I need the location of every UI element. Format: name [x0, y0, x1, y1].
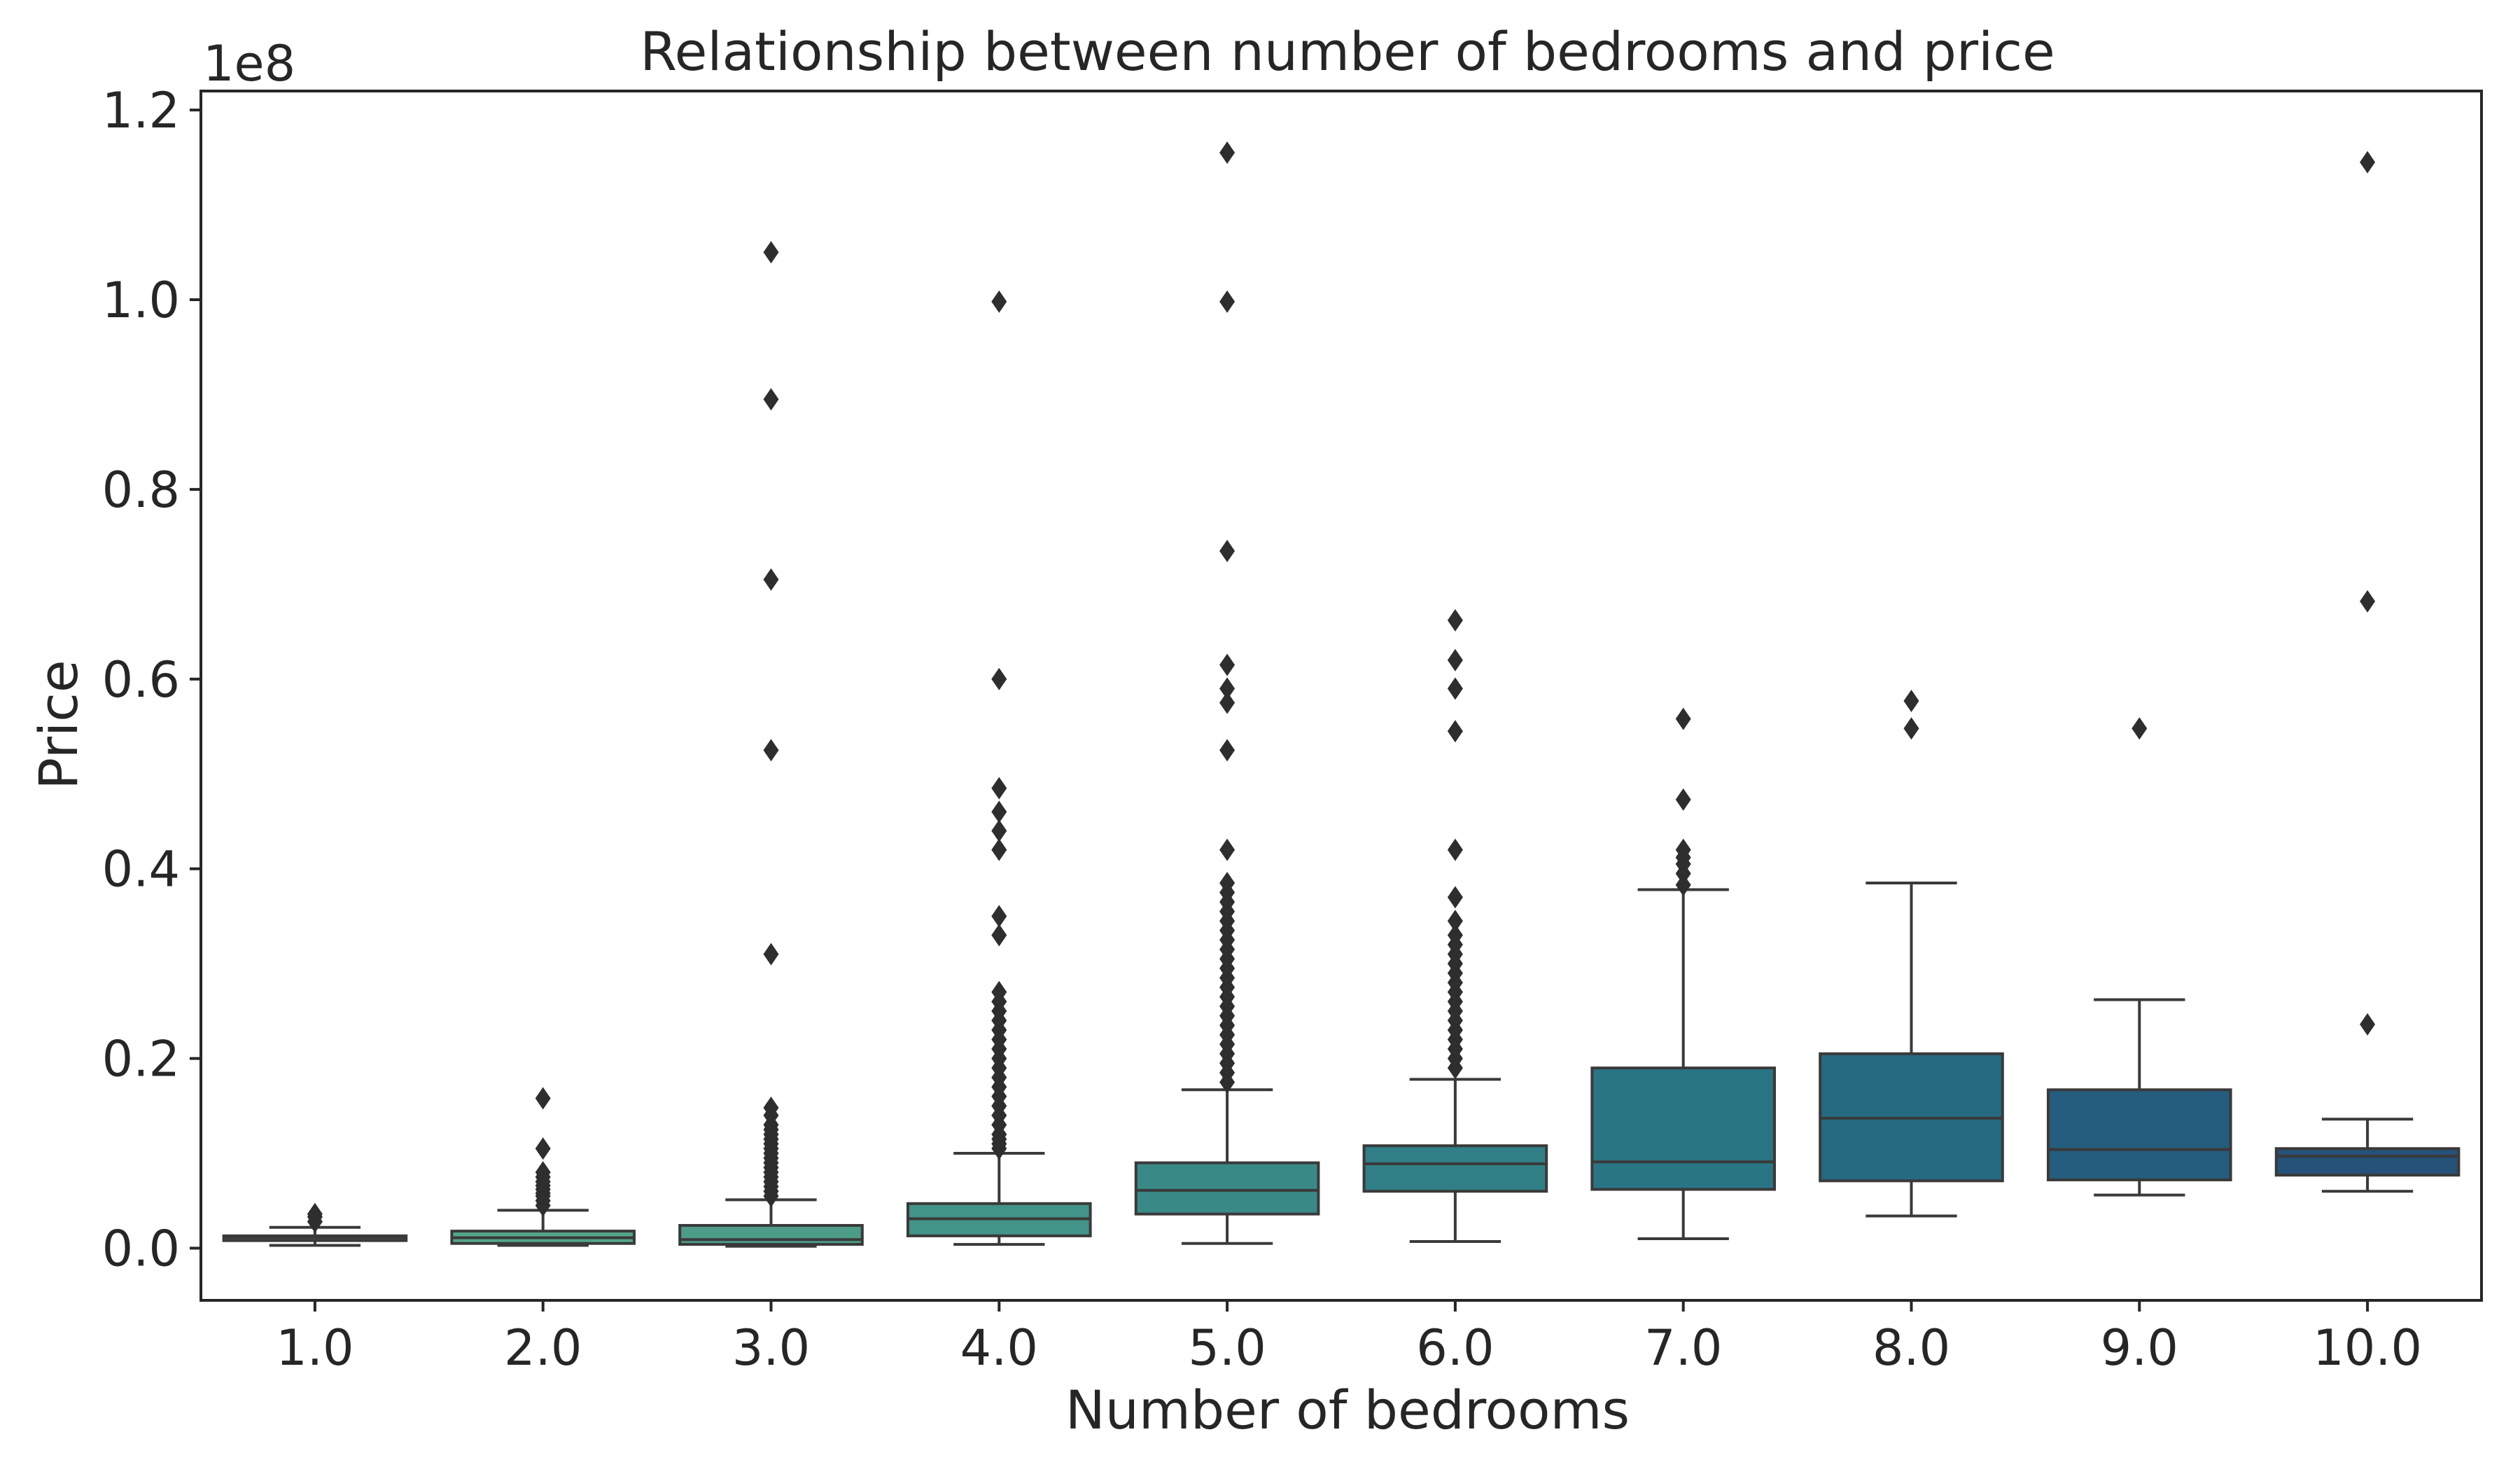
- outlier-point: [535, 1137, 551, 1160]
- outlier-point: [1675, 838, 1691, 861]
- outlier-point: [763, 388, 779, 411]
- x-tick-label: 2.0: [504, 1319, 582, 1377]
- y-tick-label: 0.0: [102, 1221, 180, 1278]
- outlier-point: [1219, 872, 1236, 895]
- outlier-point: [1447, 609, 1463, 632]
- outlier-point: [991, 980, 1007, 1003]
- outlier-point: [1675, 788, 1691, 811]
- x-tick-label: 5.0: [1188, 1319, 1266, 1377]
- outlier-point: [1675, 873, 1691, 896]
- outlier-point: [1447, 886, 1463, 909]
- x-tick-label: 6.0: [1416, 1319, 1494, 1377]
- outlier-point: [1219, 290, 1236, 313]
- outlier-point: [991, 800, 1007, 823]
- outlier-point: [1447, 910, 1463, 933]
- box: [2274, 1147, 2460, 1177]
- outlier-point: [1447, 648, 1463, 672]
- outlier-point: [763, 739, 779, 762]
- outlier-point: [2132, 717, 2148, 740]
- outlier-point: [2360, 151, 2376, 174]
- outlier-point: [991, 838, 1007, 861]
- x-tick-label: 3.0: [732, 1319, 810, 1377]
- box: [1362, 1144, 1548, 1193]
- outlier-point: [1903, 689, 1919, 712]
- outlier-point: [763, 241, 779, 264]
- x-axis-label: Number of bedrooms: [1065, 1379, 1630, 1441]
- y-tick-label: 0.6: [102, 651, 180, 709]
- outlier-point: [1219, 739, 1236, 762]
- outlier-point: [991, 924, 1007, 947]
- outlier-point: [1219, 691, 1236, 714]
- box: [1590, 1066, 1777, 1191]
- chart-title: Relationship between number of bedrooms …: [640, 20, 2055, 83]
- outlier-point: [1219, 677, 1236, 700]
- outlier-point: [1219, 141, 1236, 165]
- outlier-point: [1219, 838, 1236, 861]
- outlier-point: [763, 943, 779, 966]
- outlier-point: [1219, 653, 1236, 676]
- outlier-point: [1903, 717, 1919, 740]
- outlier-point: [1447, 720, 1463, 743]
- y-axis-label: Price: [27, 660, 90, 789]
- outlier-point: [307, 1202, 323, 1225]
- outlier-point: [991, 667, 1007, 690]
- outlier-point: [1447, 677, 1463, 700]
- outlier-point: [535, 1087, 551, 1110]
- plot-frame: [200, 90, 2483, 1302]
- plot-area: 0.0 0.2 0.4 0.6 0.8 1.0 1.2 1.0 2.0 3.0 4.0 5.0 6.0 7…: [102, 82, 2460, 1377]
- outlier-point: [991, 777, 1007, 800]
- outlier-point: [1447, 838, 1463, 861]
- x-tick-label: 8.0: [1872, 1319, 1950, 1377]
- y-tick-label: 0.2: [102, 1031, 180, 1088]
- box: [678, 1223, 864, 1246]
- outlier-point: [535, 1161, 551, 1184]
- outlier-point: [991, 290, 1007, 313]
- y-tick-label: 0.4: [102, 841, 180, 898]
- y-tick-label: 1.0: [102, 272, 180, 329]
- box: [1134, 1161, 1320, 1216]
- x-tick-label: 10.0: [2313, 1319, 2422, 1377]
- y-tick-label: 1.2: [102, 82, 180, 139]
- x-tick-label: 1.0: [276, 1319, 354, 1377]
- outlier-point: [991, 905, 1007, 928]
- y-tick-label: 0.8: [102, 461, 180, 519]
- outlier-point: [1447, 924, 1463, 947]
- outlier-point: [763, 1097, 779, 1120]
- outlier-point: [991, 819, 1007, 842]
- x-tick-label: 9.0: [2101, 1319, 2178, 1377]
- y-offset-label: 1e8: [203, 35, 295, 92]
- outlier-point: [2360, 1013, 2376, 1036]
- outlier-point: [1675, 707, 1691, 730]
- outlier-point: [2360, 590, 2376, 613]
- box: [2046, 1088, 2232, 1181]
- x-tick-label: 7.0: [1644, 1319, 1722, 1377]
- x-tick-label: 4.0: [960, 1319, 1038, 1377]
- outlier-point: [1219, 539, 1236, 562]
- outlier-point: [763, 568, 779, 591]
